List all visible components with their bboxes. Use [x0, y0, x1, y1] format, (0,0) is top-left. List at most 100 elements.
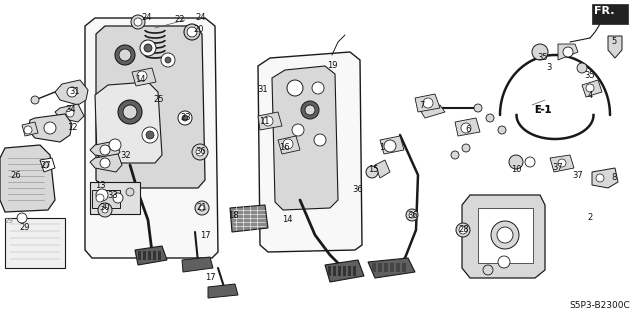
- Circle shape: [366, 166, 378, 178]
- Text: 2: 2: [588, 213, 593, 222]
- Text: 11: 11: [259, 117, 269, 127]
- Text: 19: 19: [327, 61, 337, 70]
- Text: 35: 35: [538, 54, 548, 63]
- Polygon shape: [353, 266, 356, 276]
- Text: 34: 34: [66, 106, 76, 115]
- Circle shape: [461, 123, 471, 133]
- Text: 30: 30: [100, 204, 110, 212]
- Bar: [478, 208, 533, 263]
- Circle shape: [161, 53, 175, 67]
- Text: S5P3-B2300C: S5P3-B2300C: [569, 301, 630, 310]
- Circle shape: [102, 207, 108, 213]
- Text: E-1: E-1: [534, 105, 552, 115]
- Polygon shape: [55, 80, 88, 105]
- Polygon shape: [55, 104, 84, 122]
- Circle shape: [474, 104, 482, 112]
- Polygon shape: [272, 66, 338, 210]
- Circle shape: [586, 84, 594, 92]
- Circle shape: [44, 122, 56, 134]
- Text: 25: 25: [154, 95, 164, 105]
- Polygon shape: [384, 263, 388, 272]
- Circle shape: [140, 40, 156, 56]
- Polygon shape: [143, 251, 146, 260]
- Text: 5: 5: [611, 38, 616, 47]
- Text: 14: 14: [282, 216, 292, 225]
- Polygon shape: [28, 114, 72, 142]
- Polygon shape: [258, 112, 282, 130]
- Text: 14: 14: [135, 76, 145, 85]
- Circle shape: [563, 47, 573, 57]
- Circle shape: [115, 45, 135, 65]
- Polygon shape: [135, 246, 167, 265]
- Polygon shape: [550, 155, 574, 172]
- Text: 29: 29: [5, 218, 14, 224]
- Polygon shape: [40, 158, 55, 172]
- Circle shape: [459, 226, 467, 234]
- Circle shape: [96, 189, 108, 201]
- Circle shape: [283, 139, 293, 149]
- Text: 27: 27: [41, 160, 51, 169]
- Text: 15: 15: [368, 166, 378, 174]
- Polygon shape: [90, 141, 120, 158]
- Text: 13: 13: [95, 181, 106, 189]
- Circle shape: [195, 201, 209, 215]
- Circle shape: [314, 134, 326, 146]
- Polygon shape: [278, 136, 300, 154]
- Text: 35: 35: [585, 70, 595, 79]
- Text: 4: 4: [588, 91, 593, 100]
- Text: FR.: FR.: [594, 6, 614, 16]
- Text: 37: 37: [573, 170, 584, 180]
- Circle shape: [144, 44, 152, 52]
- Circle shape: [199, 205, 205, 211]
- Circle shape: [456, 223, 470, 237]
- Polygon shape: [380, 136, 404, 154]
- Polygon shape: [558, 44, 578, 60]
- Circle shape: [187, 27, 197, 37]
- Circle shape: [17, 213, 27, 223]
- Circle shape: [119, 49, 131, 61]
- Circle shape: [301, 101, 319, 119]
- Polygon shape: [325, 260, 364, 282]
- Circle shape: [142, 127, 158, 143]
- Polygon shape: [420, 105, 445, 118]
- Text: 32: 32: [121, 151, 131, 160]
- Text: 16: 16: [278, 144, 289, 152]
- Polygon shape: [132, 68, 156, 86]
- Polygon shape: [396, 263, 400, 272]
- Polygon shape: [0, 145, 55, 212]
- Circle shape: [109, 139, 121, 151]
- Circle shape: [31, 96, 39, 104]
- Circle shape: [24, 126, 32, 134]
- Circle shape: [406, 209, 418, 221]
- Polygon shape: [95, 82, 162, 163]
- Circle shape: [113, 193, 123, 203]
- Polygon shape: [375, 160, 390, 178]
- Text: 6: 6: [465, 125, 470, 135]
- Text: 26: 26: [11, 170, 21, 180]
- Circle shape: [263, 116, 273, 126]
- Polygon shape: [22, 122, 38, 136]
- Text: E-1: E-1: [534, 105, 552, 115]
- Text: 37: 37: [552, 164, 563, 173]
- Polygon shape: [390, 263, 394, 272]
- Text: 24: 24: [141, 12, 152, 21]
- Text: 28: 28: [459, 226, 469, 234]
- Circle shape: [558, 159, 566, 167]
- Text: 33: 33: [108, 190, 118, 199]
- Circle shape: [98, 203, 112, 217]
- Polygon shape: [230, 205, 268, 232]
- Circle shape: [596, 174, 604, 182]
- Circle shape: [287, 80, 303, 96]
- Text: 31: 31: [70, 87, 80, 97]
- Circle shape: [126, 188, 134, 196]
- Polygon shape: [85, 18, 218, 258]
- Circle shape: [96, 194, 104, 202]
- Polygon shape: [148, 251, 151, 260]
- Circle shape: [498, 126, 506, 134]
- Circle shape: [498, 256, 510, 268]
- Circle shape: [66, 109, 74, 117]
- Circle shape: [165, 57, 171, 63]
- Circle shape: [146, 131, 154, 139]
- Circle shape: [178, 111, 192, 125]
- Circle shape: [123, 105, 137, 119]
